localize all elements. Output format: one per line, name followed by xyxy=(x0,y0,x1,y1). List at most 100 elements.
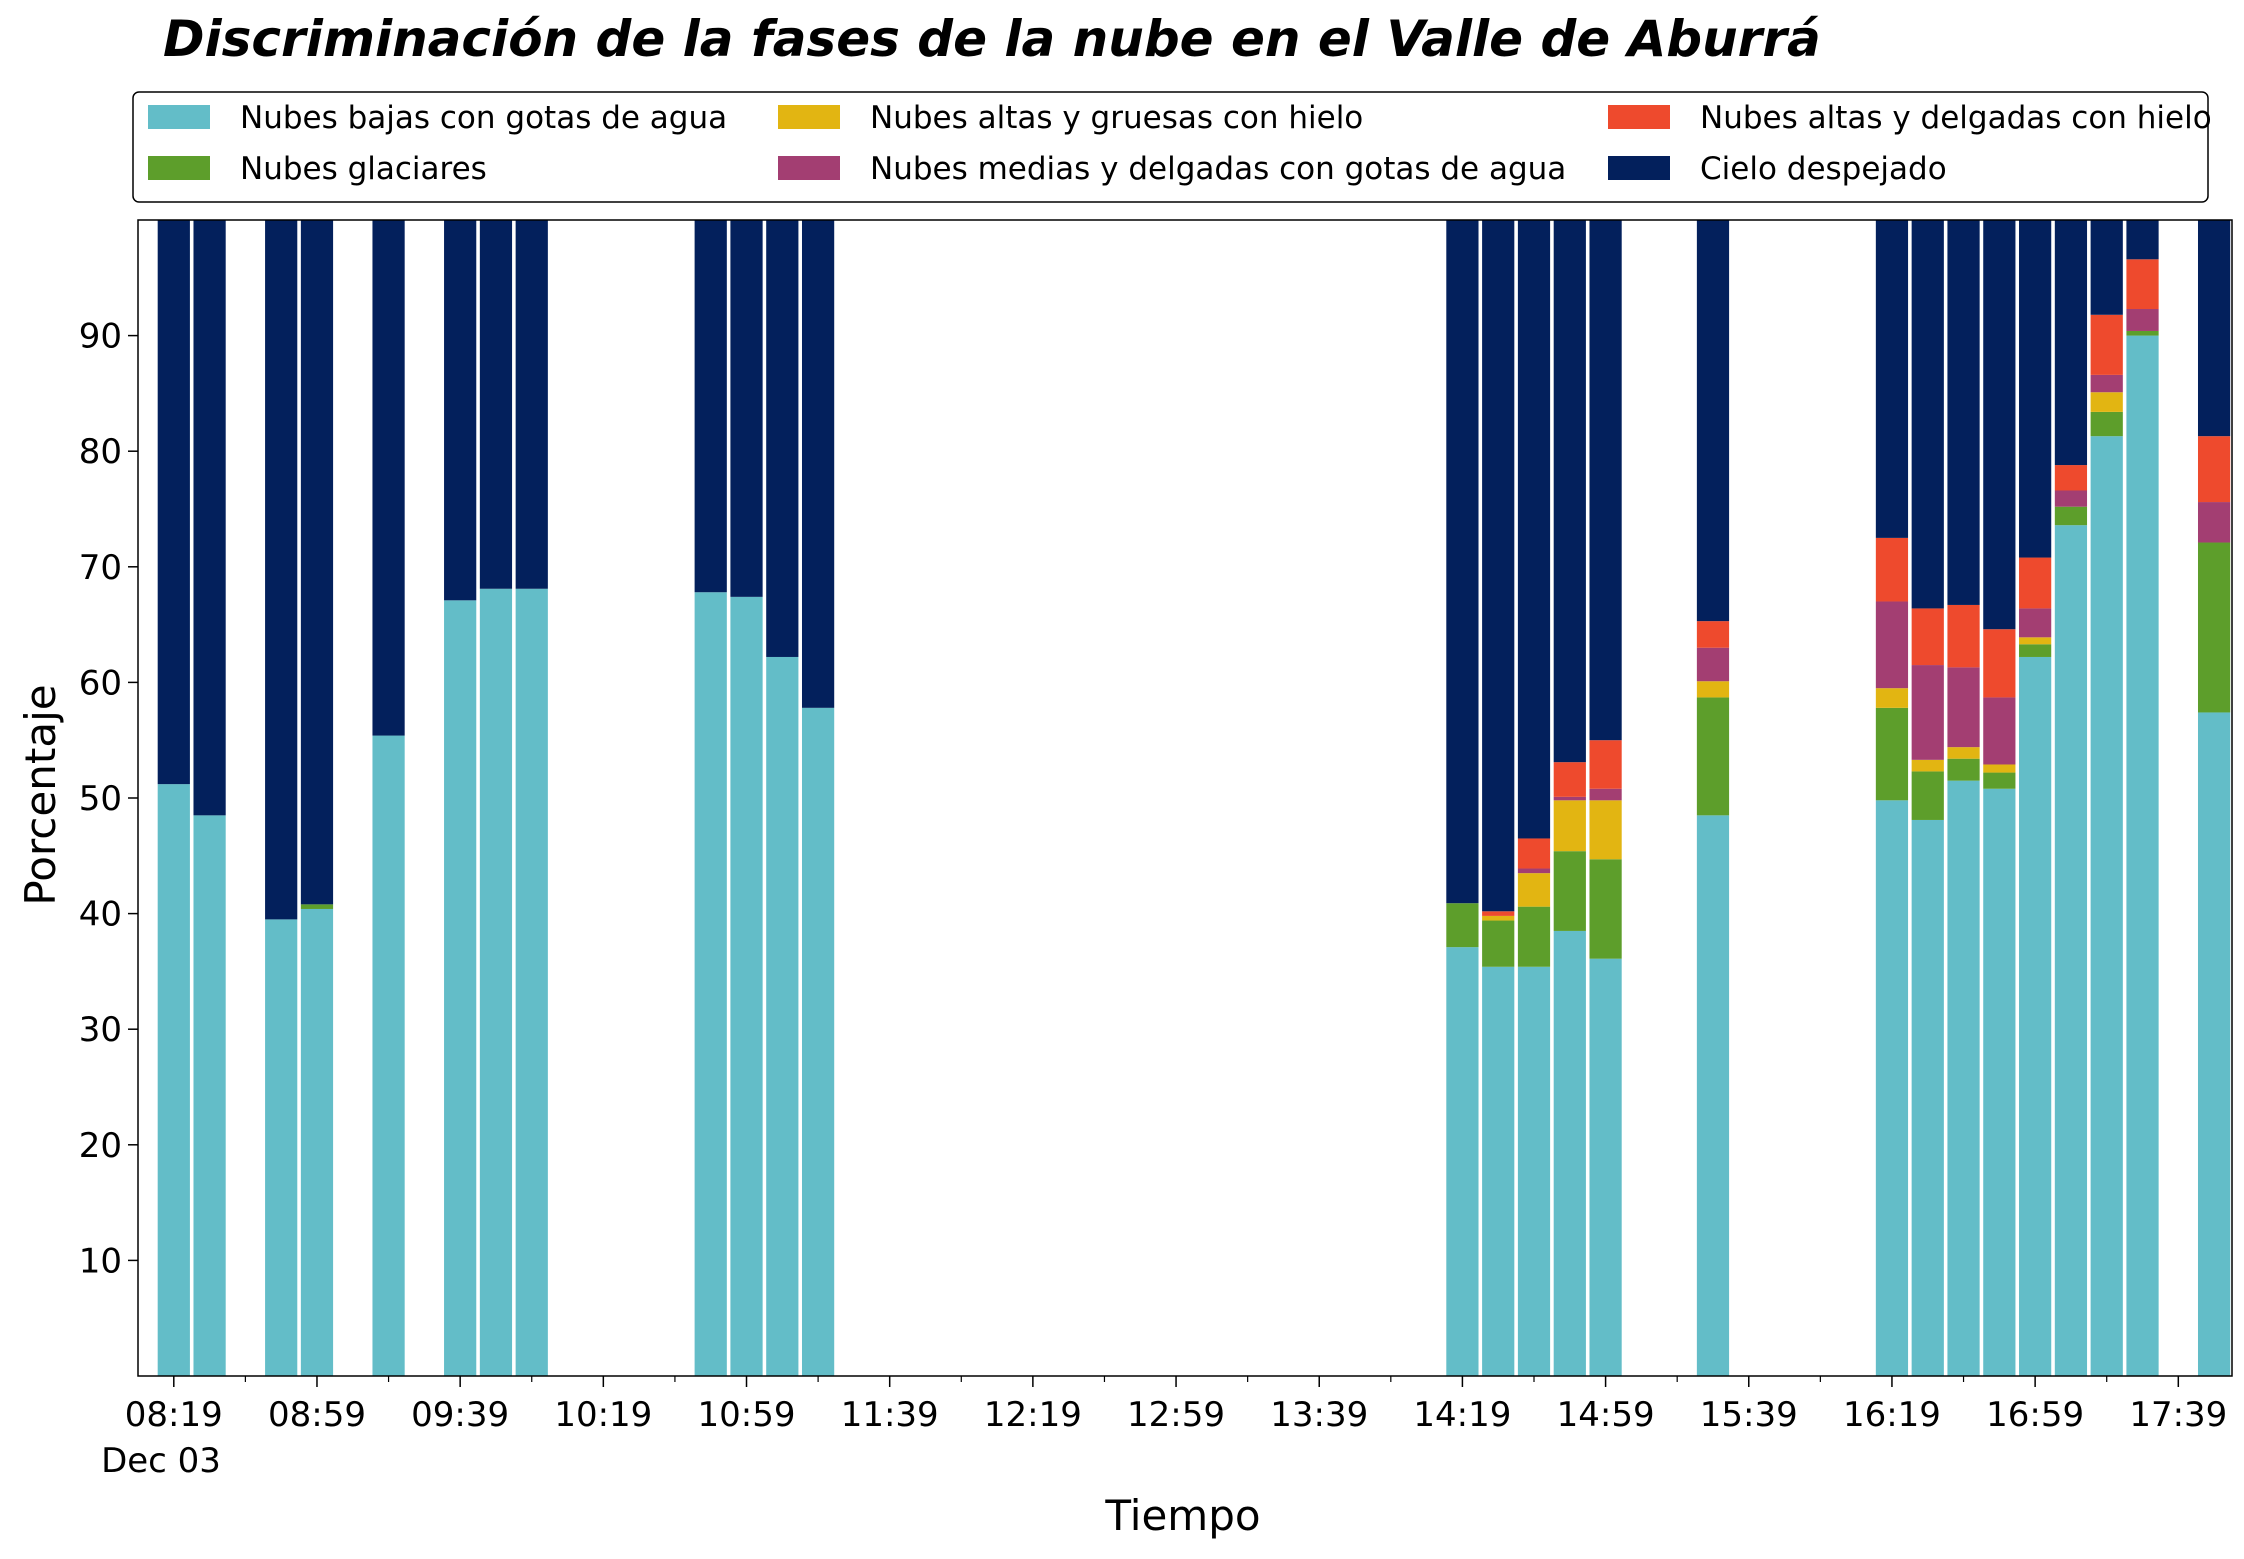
bar-segment-4-25 xyxy=(2126,259,2159,310)
x-tick-label-14: 17:39 xyxy=(2129,1395,2227,1435)
x-tick-label-4: 10:59 xyxy=(698,1395,796,1435)
bar-segment-1-16 xyxy=(1589,859,1622,959)
bar-segment-5-10 xyxy=(766,220,799,657)
bar-segment-1-22 xyxy=(2019,644,2052,657)
bar-segment-0-9 xyxy=(730,596,763,1376)
legend-label-2: Nubes altas y gruesas con hielo xyxy=(870,100,1363,136)
bar-segment-4-16 xyxy=(1589,740,1622,789)
bar-segment-1-19 xyxy=(1911,771,1944,820)
x-tick-label-6: 12:19 xyxy=(984,1395,1082,1435)
bar-segment-0-12 xyxy=(1446,947,1479,1376)
y-tick-label-50: 50 xyxy=(79,779,122,819)
bar-segment-3-21 xyxy=(1983,697,2016,765)
x-tick-label-11: 15:39 xyxy=(1700,1395,1798,1435)
bar-segment-0-4 xyxy=(372,735,405,1376)
bar-segment-4-17 xyxy=(1696,621,1730,648)
bar-segment-5-12 xyxy=(1446,220,1479,904)
bar-segment-5-8 xyxy=(694,220,727,593)
bar-segment-5-11 xyxy=(801,220,835,708)
bar-segment-3-15 xyxy=(1553,796,1586,801)
bar-segment-0-20 xyxy=(1947,780,1980,1376)
bar-segment-3-17 xyxy=(1696,647,1730,682)
bar-segment-2-17 xyxy=(1696,681,1730,698)
bar-segment-1-21 xyxy=(1983,772,2016,789)
bar-segment-0-14 xyxy=(1517,966,1551,1376)
bar-segment-0-15 xyxy=(1553,930,1586,1376)
bar-segment-5-14 xyxy=(1517,220,1551,839)
x-tick-label-0: 08:19 xyxy=(125,1395,223,1435)
y-tick-label-20: 20 xyxy=(79,1126,122,1166)
y-axis-label: Porcentaje xyxy=(16,684,65,905)
bar-segment-5-13 xyxy=(1482,220,1515,912)
x-tick-label-7: 12:59 xyxy=(1127,1395,1225,1435)
bar-segment-4-20 xyxy=(1947,604,1980,668)
bar-segment-2-14 xyxy=(1517,873,1551,907)
bar-segment-2-13 xyxy=(1482,915,1515,921)
bar-segment-2-18 xyxy=(1875,688,1909,708)
bar-segment-1-18 xyxy=(1875,707,1909,801)
x-tick-label-9: 14:19 xyxy=(1413,1395,1511,1435)
x-axis: 08:19 08:59 09:39 10:19 10:59 11:39 12:19 12:59… xyxy=(125,1376,2227,1435)
bar-segment-2-19 xyxy=(1911,759,1944,772)
bar-segment-5-17 xyxy=(1696,220,1730,622)
bar-segment-5-7 xyxy=(515,220,548,589)
bar-segment-5-19 xyxy=(1911,220,1944,609)
plot-area: 10 20 30 40 50 60 70 80 90 08:19 08:59 09:39 10:19 1… xyxy=(79,219,2233,1435)
bar-segment-1-23 xyxy=(2054,506,2088,526)
bar-segment-2-24 xyxy=(2090,392,2123,412)
bar-segment-0-6 xyxy=(479,588,513,1376)
bar-segment-1-26 xyxy=(2197,542,2231,713)
bar-segment-5-4 xyxy=(372,220,405,736)
bar-segment-5-1 xyxy=(193,220,226,816)
chart-title: Discriminación de la fases de la nube en… xyxy=(163,10,1821,68)
bar-segment-0-18 xyxy=(1875,800,1909,1376)
bar-segment-0-2 xyxy=(265,919,298,1376)
bar-segment-0-8 xyxy=(694,592,727,1376)
bar-segment-0-13 xyxy=(1482,966,1515,1376)
bar-segment-0-25 xyxy=(2126,335,2159,1377)
bar-segment-5-25 xyxy=(2126,220,2159,260)
bar-segment-4-26 xyxy=(2197,436,2231,503)
y-tick-label-10: 10 xyxy=(79,1241,122,1281)
bar-segment-1-12 xyxy=(1446,903,1479,948)
bar-segment-1-14 xyxy=(1517,906,1551,967)
bar-segment-5-6 xyxy=(479,220,513,589)
bar-segment-0-0 xyxy=(157,784,190,1376)
legend: Nubes bajas con gotas de agua Nubes glaci… xyxy=(132,91,2212,203)
y-tick-label-90: 90 xyxy=(79,317,122,357)
bar-segment-5-2 xyxy=(265,220,298,920)
y-tick-label-70: 70 xyxy=(79,548,122,588)
legend-label-4: Nubes altas y delgadas con hielo xyxy=(1700,100,2212,136)
legend-swatch-0 xyxy=(148,105,210,129)
bar-segment-3-24 xyxy=(2090,374,2123,393)
bar-segment-5-0 xyxy=(157,220,190,785)
bar-segment-1-17 xyxy=(1696,697,1730,816)
bar-segment-0-23 xyxy=(2054,525,2088,1376)
bar-segment-3-20 xyxy=(1947,667,1980,748)
bar-segment-5-3 xyxy=(300,220,334,905)
y-tick-label-80: 80 xyxy=(79,432,122,472)
bar-segment-3-19 xyxy=(1911,665,1944,760)
legend-swatch-1 xyxy=(148,156,210,180)
legend-label-5: Cielo despejado xyxy=(1700,151,1947,187)
bar-segment-5-22 xyxy=(2019,220,2052,558)
bar-segment-4-23 xyxy=(2054,465,2088,491)
bar-segment-1-20 xyxy=(1947,758,1980,781)
legend-swatch-4 xyxy=(1608,105,1670,129)
x-tick-label-3: 10:19 xyxy=(554,1395,652,1435)
bar-segment-4-21 xyxy=(1983,629,2016,698)
x-axis-label: Tiempo xyxy=(1104,1491,1260,1540)
y-tick-label-60: 60 xyxy=(79,663,122,703)
bar-segment-3-22 xyxy=(2019,608,2052,638)
bar-segment-0-5 xyxy=(444,600,477,1376)
y-axis: 10 20 30 40 50 60 70 80 90 xyxy=(79,317,138,1281)
y-tick-label-40: 40 xyxy=(79,895,122,935)
bar-segment-0-3 xyxy=(300,908,334,1376)
bar-segment-4-15 xyxy=(1553,762,1586,797)
bar-segment-5-20 xyxy=(1947,220,1980,605)
x-tick-label-13: 16:59 xyxy=(1986,1395,2084,1435)
bar-segment-2-22 xyxy=(2019,637,2052,645)
bar-segment-4-19 xyxy=(1911,608,1944,666)
bar-segment-3-26 xyxy=(2197,502,2231,543)
x-tick-label-5: 11:39 xyxy=(841,1395,939,1435)
